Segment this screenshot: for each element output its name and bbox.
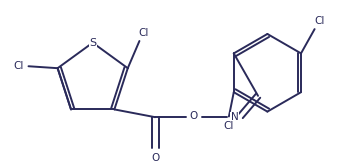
Text: O: O bbox=[151, 153, 159, 163]
Text: S: S bbox=[89, 38, 96, 48]
Text: Cl: Cl bbox=[13, 61, 24, 71]
Text: N: N bbox=[231, 112, 238, 122]
Text: Cl: Cl bbox=[138, 28, 148, 38]
Text: Cl: Cl bbox=[224, 121, 234, 131]
Text: Cl: Cl bbox=[314, 16, 325, 26]
Text: O: O bbox=[190, 111, 198, 121]
